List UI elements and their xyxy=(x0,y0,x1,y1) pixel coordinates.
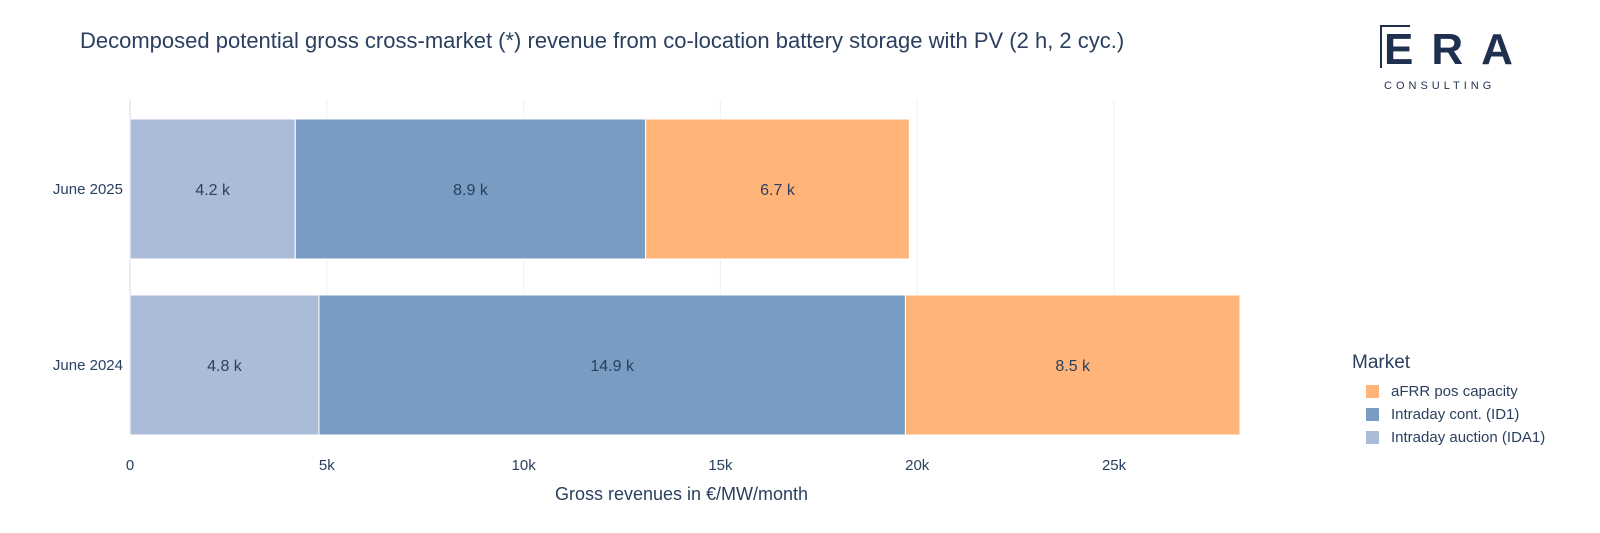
bar-value-label: 8.5 k xyxy=(1055,358,1091,375)
logo-subtitle: CONSULTING xyxy=(1384,80,1496,92)
bar-value-label: 4.2 k xyxy=(195,182,231,199)
legend: Market aFRR pos capacity Intraday cont. (… xyxy=(1352,352,1545,449)
legend-item[interactable]: Intraday auction (IDA1) xyxy=(1352,426,1545,449)
logo-letters: ERA xyxy=(1384,25,1531,74)
bar-labels: 4.8 k 14.9 k 8.5 k 4.2 k 8.9 k 6.7 k xyxy=(195,182,1091,375)
legend-title: Market xyxy=(1352,352,1411,373)
legend-item[interactable]: aFRR pos capacity xyxy=(1352,380,1545,403)
x-tick-label: 10k xyxy=(512,457,537,474)
bar-value-label: 8.9 k xyxy=(453,182,489,199)
legend-label: aFRR pos capacity xyxy=(1391,383,1518,400)
y-tick-label: June 2024 xyxy=(53,357,123,374)
x-tick-label: 25k xyxy=(1102,457,1127,474)
legend-label: Intraday cont. (ID1) xyxy=(1391,406,1520,423)
bar-value-label: 6.7 k xyxy=(760,182,796,199)
x-tick-label: 20k xyxy=(905,457,930,474)
x-tick-labels: 0 5k 10k 15k 20k 25k xyxy=(126,457,1127,474)
x-tick-label: 15k xyxy=(708,457,733,474)
bar-value-label: 14.9 k xyxy=(590,358,635,375)
era-consulting-logo: ERA CONSULTING xyxy=(1380,25,1514,92)
bar-segment[interactable] xyxy=(294,118,647,260)
bar-segment[interactable] xyxy=(645,118,910,260)
legend-swatch xyxy=(1366,385,1379,398)
bar-segment[interactable] xyxy=(129,294,320,436)
logo-frame xyxy=(1380,25,1410,68)
chart-title: Decomposed potential gross cross-market … xyxy=(80,28,1125,53)
bar-segment[interactable] xyxy=(318,294,906,436)
x-tick-label: 5k xyxy=(319,457,335,474)
legend-label: Intraday auction (IDA1) xyxy=(1391,429,1546,446)
bar-segment[interactable] xyxy=(129,118,296,260)
y-tick-label: June 2025 xyxy=(53,181,123,198)
y-tick-labels: June 2024 June 2025 xyxy=(53,181,123,374)
legend-swatch xyxy=(1366,431,1379,444)
x-axis-title: Gross revenues in €/MW/month xyxy=(555,484,808,504)
legend-item[interactable]: Intraday cont. (ID1) xyxy=(1352,403,1545,426)
bar-value-label: 4.8 k xyxy=(207,358,243,375)
bars xyxy=(129,118,1241,436)
bar-segment[interactable] xyxy=(904,294,1241,436)
x-tick-label: 0 xyxy=(126,457,134,474)
legend-swatch xyxy=(1366,408,1379,421)
